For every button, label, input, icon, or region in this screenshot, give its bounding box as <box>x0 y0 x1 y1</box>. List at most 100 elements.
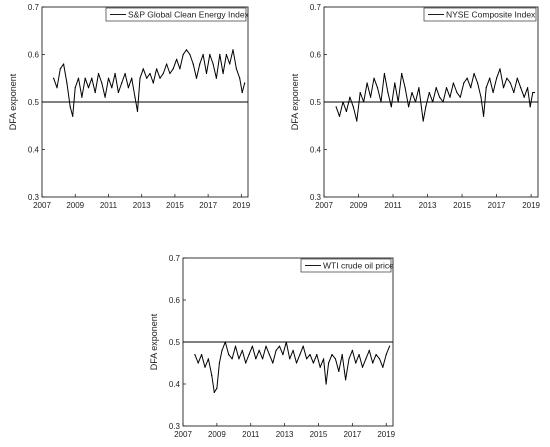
data-point <box>221 349 223 351</box>
data-point <box>53 77 55 79</box>
series-line <box>53 49 246 117</box>
legend-box <box>423 7 537 22</box>
data-point <box>387 91 389 94</box>
data-point <box>209 53 211 56</box>
y-tick-label: 0.7 <box>310 3 322 12</box>
x-tick-label: 2019 <box>522 201 540 210</box>
data-point <box>207 358 209 360</box>
data-point <box>359 91 361 94</box>
data-point <box>216 387 218 389</box>
data-point <box>94 91 96 94</box>
data-point <box>356 120 358 122</box>
data-point <box>229 63 231 65</box>
data-point <box>383 72 385 75</box>
data-point <box>411 91 413 94</box>
data-point <box>380 101 382 103</box>
data-point <box>228 354 230 356</box>
data-point <box>185 49 188 51</box>
data-point <box>202 53 204 56</box>
data-point <box>349 96 351 98</box>
data-point <box>248 354 250 356</box>
data-point <box>195 77 198 79</box>
data-point <box>408 106 410 108</box>
data-point <box>334 358 336 360</box>
data-point <box>146 77 148 79</box>
y-axis-label: DFA exponent <box>290 73 300 130</box>
data-point <box>131 77 133 79</box>
x-tick-label: 2009 <box>350 201 368 210</box>
data-point <box>219 53 221 56</box>
data-point <box>323 358 325 360</box>
data-point <box>439 96 441 98</box>
chart-panel-wti-crude-oil: 0.3 0.4 0.5 0.6 0.7 2007 2009 2011 2013 2015 2017 2… <box>149 254 396 439</box>
data-point <box>299 354 301 356</box>
data-point <box>404 87 406 89</box>
chart-panel-nyse-composite: 0.3 0.4 0.5 0.6 0.7 2007 2009 2011 2013 2015 2017 2… <box>290 3 541 210</box>
data-point <box>81 96 83 98</box>
data-point <box>142 68 144 70</box>
data-point <box>222 72 224 75</box>
data-point <box>77 77 80 79</box>
data-point <box>295 362 298 364</box>
data-point <box>342 101 344 103</box>
data-point <box>238 358 240 360</box>
data-point <box>385 354 387 356</box>
data-point <box>97 72 100 75</box>
legend-label: NYSE Composite Index <box>446 10 536 20</box>
data-point <box>245 362 247 364</box>
data-point <box>197 362 199 364</box>
data-point <box>422 120 424 122</box>
x-tick-label: 2011 <box>384 201 402 210</box>
data-point <box>215 77 217 79</box>
data-point <box>63 63 65 65</box>
data-point <box>432 101 434 103</box>
data-point <box>87 87 90 89</box>
data-point <box>348 358 350 360</box>
data-point <box>69 106 71 108</box>
data-point <box>124 72 126 75</box>
data-point <box>244 82 246 84</box>
data-point <box>241 349 243 351</box>
x-tick-label: 2007 <box>315 201 333 210</box>
data-point <box>449 96 451 98</box>
data-point <box>361 366 364 368</box>
data-point <box>66 82 68 84</box>
data-point <box>376 87 379 89</box>
x-tick-label: 2007 <box>174 430 192 439</box>
data-point <box>485 87 487 89</box>
data-point <box>282 354 284 356</box>
data-point <box>265 345 267 347</box>
data-point <box>292 349 294 351</box>
data-point <box>201 354 203 356</box>
data-point <box>225 53 227 56</box>
data-point <box>418 87 420 89</box>
data-point <box>466 77 468 79</box>
data-point <box>234 345 237 347</box>
data-point <box>316 354 318 356</box>
data-point <box>121 82 123 84</box>
y-tick-label: 0.4 <box>169 380 181 389</box>
x-tick-label: 2015 <box>453 201 471 210</box>
data-point <box>285 341 287 343</box>
data-point <box>199 63 201 65</box>
y-tick-label: 0.4 <box>310 146 322 155</box>
data-point <box>59 68 61 70</box>
data-point <box>182 53 184 56</box>
data-point <box>513 91 515 94</box>
data-point <box>389 345 391 347</box>
data-point <box>496 77 498 79</box>
x-tick-label: 2019 <box>377 430 395 439</box>
data-point <box>218 362 220 364</box>
data-point <box>489 77 491 79</box>
data-point <box>235 68 237 70</box>
data-point <box>372 362 374 364</box>
x-tick-label: 2011 <box>242 430 260 439</box>
data-point <box>306 358 308 360</box>
data-point <box>179 68 181 70</box>
data-point <box>365 358 367 360</box>
x-tick-label: 2007 <box>33 201 51 210</box>
data-point <box>72 115 74 117</box>
data-point <box>159 77 161 79</box>
data-point <box>111 87 113 89</box>
data-point <box>74 87 76 89</box>
